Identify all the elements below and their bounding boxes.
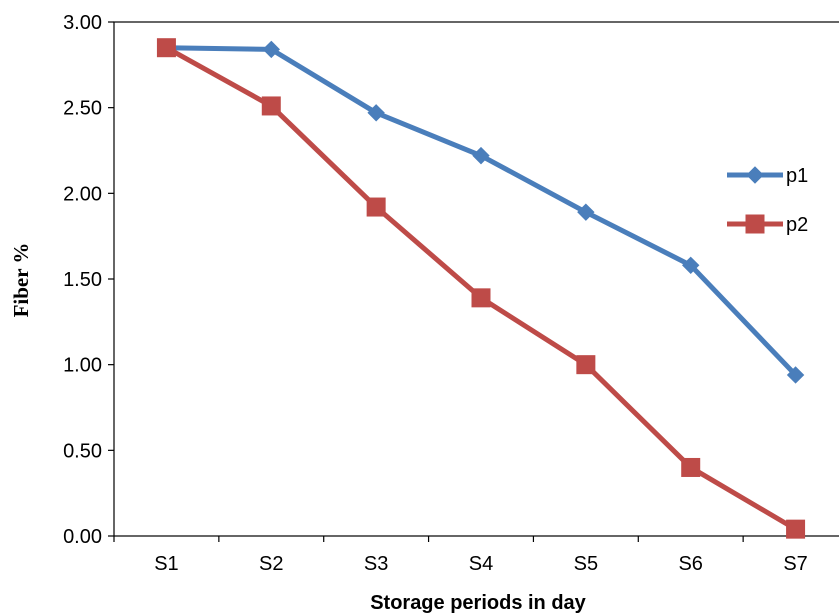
y-tick-label: 1.00 <box>63 355 102 377</box>
plot-border <box>113 21 839 537</box>
data-point-p1 <box>682 256 700 275</box>
data-point-p1 <box>262 40 280 59</box>
data-point-p2 <box>786 519 806 539</box>
y-tick-label: 2.00 <box>63 183 102 205</box>
data-point-p1 <box>577 203 595 221</box>
legend-item-p2: p2 <box>727 214 808 236</box>
data-point-p2 <box>261 96 281 116</box>
x-tick-label: S2 <box>259 553 283 575</box>
legend-marker <box>745 214 765 234</box>
y-tick-label: 2.50 <box>63 98 102 120</box>
data-point-p2 <box>471 288 491 308</box>
x-tick-label: S7 <box>783 553 807 575</box>
y-axis-title: Fiber % <box>9 243 33 318</box>
y-tick-label: 0.50 <box>63 440 102 462</box>
data-point-p1 <box>472 146 490 165</box>
y-tick-label: 1.50 <box>63 269 102 291</box>
legend-label: p1 <box>786 165 808 187</box>
y-axis: 0.00 0.50 1.00 1.50 2.00 2.50 3.00 <box>63 12 114 548</box>
x-tick-label: S5 <box>574 553 598 575</box>
legend: p1 p2 <box>727 165 808 236</box>
data-point-p1 <box>786 366 805 384</box>
y-tick-label: 3.00 <box>63 12 102 34</box>
x-tick-label: S4 <box>469 553 493 575</box>
legend-marker <box>746 166 764 184</box>
data-point-p1 <box>367 104 385 122</box>
legend-label: p2 <box>786 214 808 236</box>
plot-area <box>113 21 839 537</box>
series-layer <box>156 38 806 539</box>
y-tick-label: 0.00 <box>63 526 102 548</box>
x-axis: S1 S2 S3 S4 S5 S6 S7 <box>113 536 808 575</box>
data-point-p2 <box>366 197 386 217</box>
series-p1 <box>157 38 805 384</box>
x-tick-label: S3 <box>364 553 388 575</box>
x-tick-label: S1 <box>154 553 178 575</box>
x-axis-title: Storage periods in day <box>370 592 586 614</box>
x-tick-label: S6 <box>678 553 702 575</box>
series-p2 <box>156 38 806 539</box>
data-point-p2 <box>576 355 596 375</box>
data-point-p2 <box>156 38 176 58</box>
series-line-p1 <box>166 45 798 377</box>
legend-item-p1: p1 <box>727 165 808 187</box>
data-point-p2 <box>681 457 701 477</box>
